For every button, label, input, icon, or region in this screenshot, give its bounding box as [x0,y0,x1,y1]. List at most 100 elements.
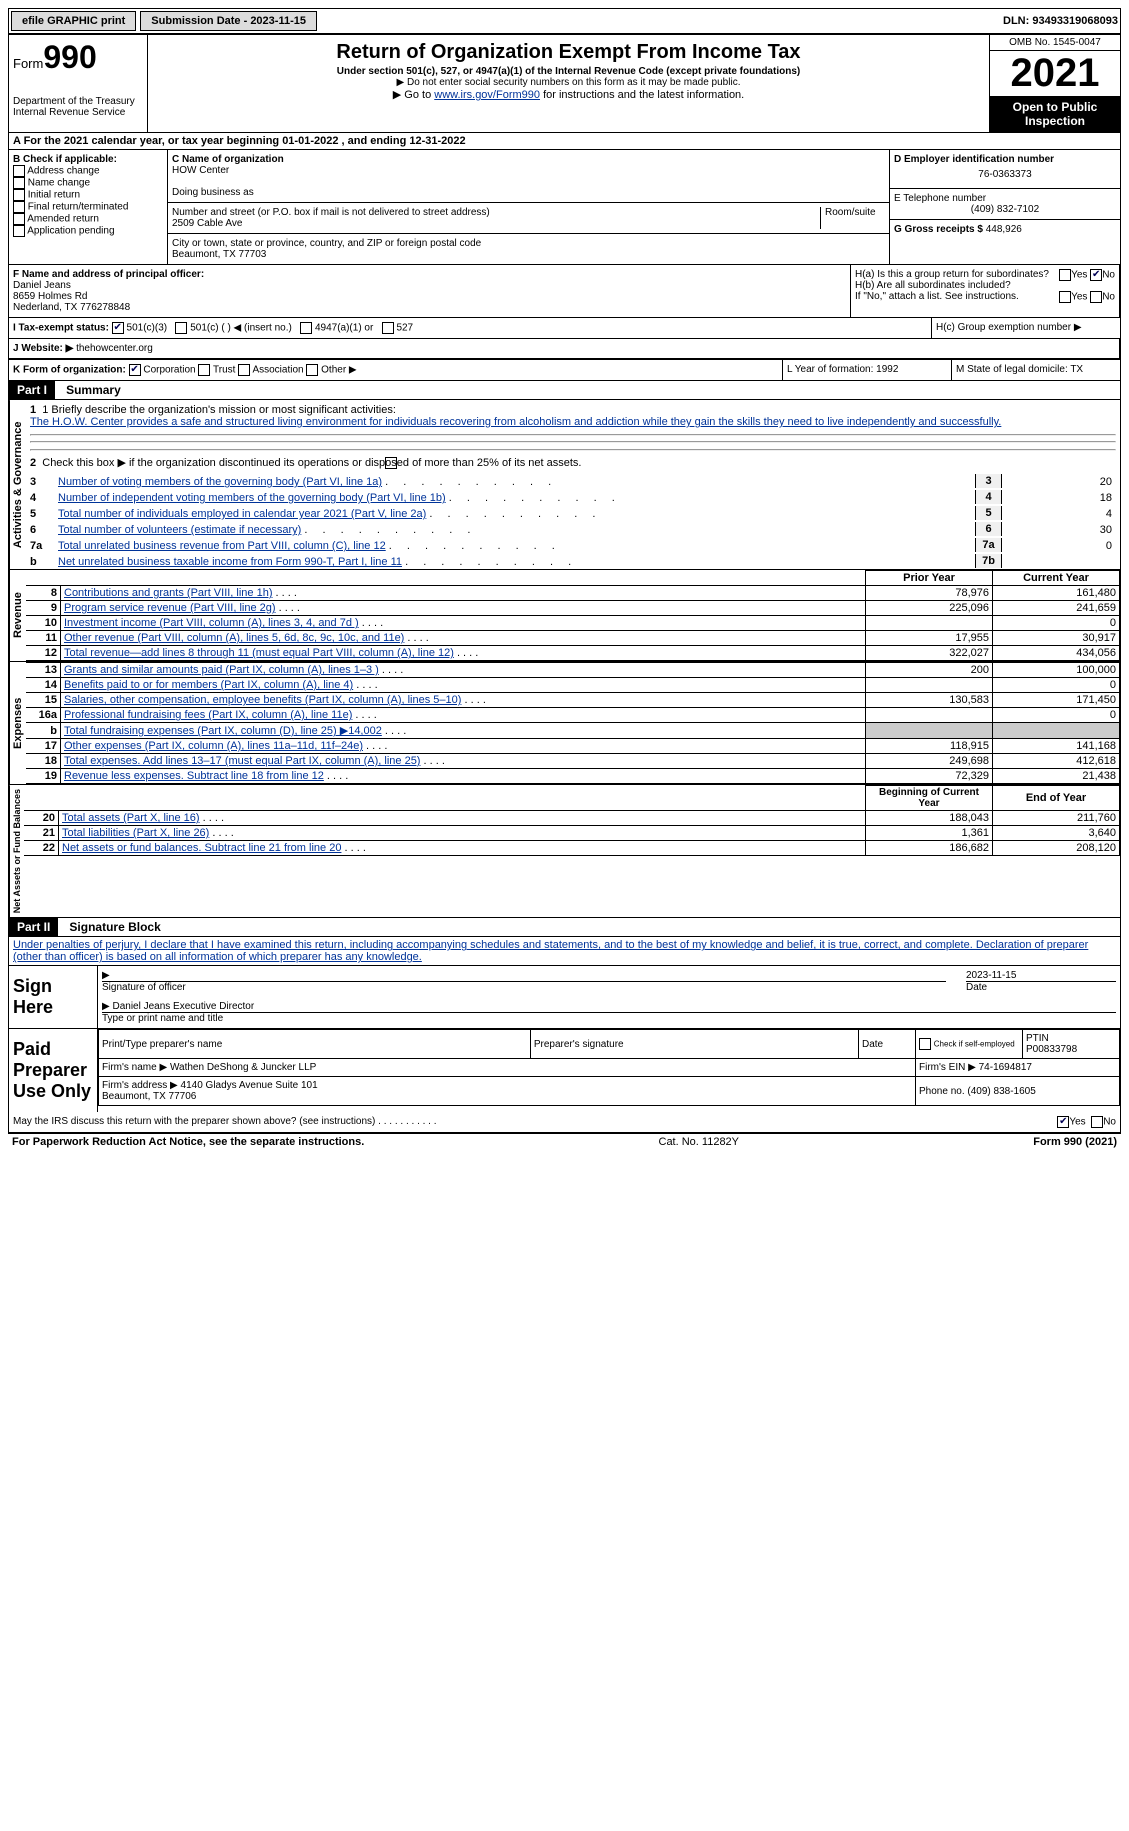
prep-name-label: Print/Type preparer's name [99,1030,531,1059]
phone-value: (409) 832-7102 [894,204,1116,215]
net-assets-section: Net Assets or Fund Balances Beginning of… [9,785,1120,918]
hc-label: H(c) Group exemption number ▶ [932,318,1120,338]
firm-ein: 74-1694817 [979,1062,1032,1073]
part1-title: Summary [58,383,121,397]
net-table: Beginning of Current YearEnd of Year 20T… [24,785,1120,856]
row-10: 10Investment income (Part VIII, column (… [26,616,1120,631]
checkbox-final[interactable] [13,201,25,213]
prep-date-label: Date [859,1030,916,1059]
side-ag: Activities & Governance [9,400,26,569]
row-14: 14Benefits paid to or for members (Part … [26,678,1120,693]
paid-label: Paid Preparer Use Only [9,1029,98,1112]
discuss-no[interactable] [1091,1116,1103,1128]
paid-table: Print/Type preparer's name Preparer's si… [98,1029,1120,1106]
part2-label: Part II [9,918,58,936]
date-label: Date [966,982,1116,993]
line-b: bNet unrelated business taxable income f… [26,553,1120,569]
row-20: 20Total assets (Part X, line 16) . . . .… [24,811,1120,826]
sign-here-row: Sign Here ▶ 2023-11-15 Signature of offi… [9,966,1120,1029]
street-value: 2509 Cable Ave [172,218,820,229]
year-cell: OMB No. 1545-0047 2021 Open to Public In… [990,35,1120,132]
submission-date: Submission Date - 2023-11-15 [140,11,317,31]
irs-link[interactable]: www.irs.gov/Form990 [434,89,540,101]
ein-value: 76-0363373 [894,165,1116,184]
col-end: End of Year [993,786,1120,811]
form-number: 990 [43,39,96,75]
row-21: 21Total liabilities (Part X, line 26) . … [24,826,1120,841]
org-name: HOW Center [172,165,885,176]
officer-addr1: 8659 Holmes Rd [13,291,846,302]
open-inspection: Open to Public Inspection [990,96,1120,132]
section-d-e-g: D Employer identification number 76-0363… [890,150,1120,264]
form-header-row: Form990 Department of the Treasury Inter… [9,35,1120,133]
firm-phone-label: Phone no. [919,1086,965,1097]
checkbox-address[interactable] [13,165,25,177]
header-bar: efile GRAPHIC print Submission Date - 20… [8,8,1121,34]
officer-name: Daniel Jeans [13,280,846,291]
row-12: 12Total revenue—add lines 8 through 11 (… [26,646,1120,661]
firm-addr-label: Firm's address ▶ [102,1080,178,1091]
tax-year: 2021 [990,51,1120,96]
hb-label: H(b) Are all subordinates included? [855,280,1011,291]
checkbox-corp[interactable] [129,364,141,376]
checkbox-name[interactable] [13,177,25,189]
col-prior: Prior Year [866,571,993,586]
expenses-section: Expenses 13Grants and similar amounts pa… [9,662,1120,785]
gross-value: 448,926 [986,224,1022,235]
row-9: 9Program service revenue (Part VIII, lin… [26,601,1120,616]
activities-governance: Activities & Governance 1 1 Briefly desc… [9,400,1120,570]
section-b-to-g: B Check if applicable: Address change Na… [9,150,1120,265]
section-k-l-m: K Form of organization: Corporation Trus… [9,360,1120,381]
website-row: J Website: ▶ thehowcenter.org [9,339,1120,360]
form-label: Form [13,56,43,71]
side-net: Net Assets or Fund Balances [9,785,24,917]
hb-no[interactable] [1090,291,1102,303]
self-emp-checkbox[interactable] [919,1038,931,1050]
row-b: bTotal fundraising expenses (Part IX, co… [26,723,1120,739]
checkbox-501c3[interactable] [112,322,124,334]
row-13: 13Grants and similar amounts paid (Part … [26,663,1120,678]
checkbox-501c[interactable] [175,322,187,334]
ein-label: D Employer identification number [894,154,1116,165]
k-label: K Form of organization: [13,365,126,376]
officer-addr2: Nederland, TX 776278848 [13,302,846,313]
section-b-label: B Check if applicable: [13,154,163,165]
checkbox-pending[interactable] [13,225,25,237]
city-value: Beaumont, TX 77703 [172,249,885,260]
dept-label: Department of the Treasury Internal Reve… [13,96,143,118]
omb-number: OMB No. 1545-0047 [990,35,1120,51]
row-22: 22Net assets or fund balances. Subtract … [24,841,1120,856]
tax-status-row: I Tax-exempt status: 501(c)(3) 501(c) ( … [9,318,1120,339]
hb-yes[interactable] [1059,291,1071,303]
sign-here-label: Sign Here [9,966,98,1028]
ha-no[interactable] [1090,269,1102,281]
line-4: 4Number of independent voting members of… [26,489,1120,505]
footer-left: For Paperwork Reduction Act Notice, see … [12,1136,364,1148]
discuss-yes[interactable] [1057,1116,1069,1128]
gross-label: G Gross receipts $ [894,224,983,235]
line-6: 6Total number of volunteers (estimate if… [26,521,1120,537]
checkbox-initial[interactable] [13,189,25,201]
checkbox-amended[interactable] [13,213,25,225]
line-7a: 7aTotal unrelated business revenue from … [26,537,1120,553]
phone-label: E Telephone number [894,193,1116,204]
l2-checkbox[interactable] [385,457,397,469]
checkbox-527[interactable] [382,322,394,334]
checkbox-trust[interactable] [198,364,210,376]
line-5: 5Total number of individuals employed in… [26,505,1120,521]
checkbox-other[interactable] [306,364,318,376]
website-label: J Website: ▶ [13,343,73,354]
checkbox-4947[interactable] [300,322,312,334]
city-label: City or town, state or province, country… [172,238,885,249]
row-17: 17Other expenses (Part IX, column (A), l… [26,739,1120,754]
l1-label: 1 Briefly describe the organization's mi… [42,404,396,416]
firm-ein-label: Firm's EIN ▶ [919,1062,976,1073]
form-container: Form990 Department of the Treasury Inter… [8,34,1121,1133]
ha-yes[interactable] [1059,269,1071,281]
efile-print-button[interactable]: efile GRAPHIC print [11,11,136,31]
row-11: 11Other revenue (Part VIII, column (A), … [26,631,1120,646]
row-16a: 16aProfessional fundraising fees (Part I… [26,708,1120,723]
title-cell: Return of Organization Exempt From Incom… [148,35,990,132]
checkbox-assoc[interactable] [238,364,250,376]
declaration: Under penalties of perjury, I declare th… [9,937,1120,966]
